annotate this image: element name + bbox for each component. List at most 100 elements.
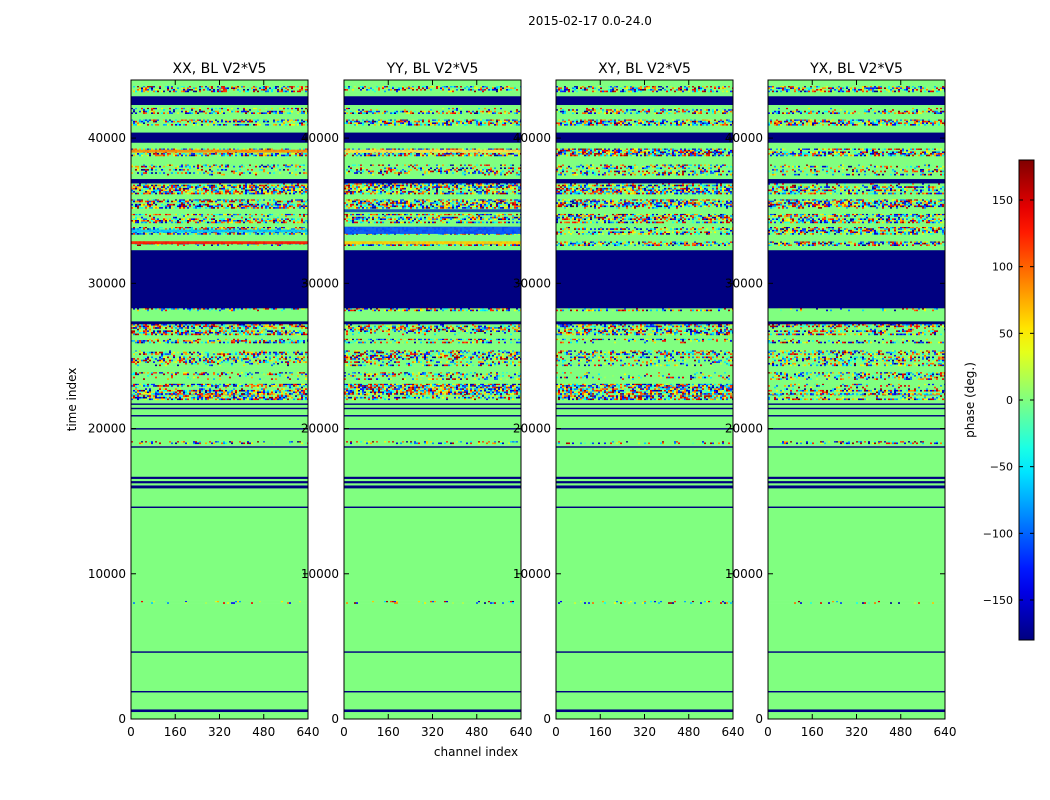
- noise-cell: [267, 361, 269, 363]
- noise-cell: [135, 213, 137, 216]
- noise-cell: [203, 186, 205, 188]
- noise-cell: [213, 361, 215, 363]
- noise-cell: [261, 112, 263, 114]
- noise-cell: [255, 395, 257, 397]
- noise-cell: [237, 356, 239, 359]
- noise-cell: [221, 200, 223, 203]
- noise-cell: [289, 389, 291, 392]
- noise-cell: [225, 391, 227, 394]
- noise-cell: [259, 378, 261, 380]
- noise-cell: [285, 383, 287, 386]
- noise-cell: [241, 325, 243, 328]
- noise-cell: [257, 354, 259, 357]
- noise-cell: [277, 120, 279, 123]
- noise-cell: [171, 154, 173, 157]
- noise-cell: [209, 398, 211, 401]
- noise-cell: [279, 333, 281, 336]
- noise-cell: [159, 395, 161, 397]
- noise-cell: [171, 331, 173, 334]
- noise-cell: [163, 323, 165, 326]
- noise-cell: [151, 216, 153, 219]
- noise-cell: [169, 184, 171, 187]
- noise-cell: [157, 164, 159, 166]
- noise-cell: [348, 396, 350, 399]
- noise-cell: [241, 172, 243, 174]
- noise-cell: [285, 187, 287, 190]
- noise-cell: [145, 186, 147, 188]
- noise-cell: [303, 385, 305, 387]
- noise-cell: [243, 120, 245, 123]
- noise-cell: [303, 389, 305, 392]
- noise-cell: [167, 383, 169, 386]
- noise-cell: [259, 112, 261, 114]
- noise-cell: [221, 383, 223, 386]
- noise-cell: [297, 165, 299, 168]
- noise-cell: [516, 440, 518, 443]
- noise-cell: [153, 358, 155, 360]
- noise-cell: [237, 200, 239, 203]
- noise-cell: [239, 440, 241, 443]
- noise-cell: [169, 112, 171, 114]
- noise-cell: [135, 199, 137, 201]
- noise-cell: [283, 148, 285, 150]
- noise-cell: [151, 192, 153, 195]
- noise-cell: [291, 386, 293, 389]
- noise-cell: [287, 165, 289, 168]
- noise-cell: [191, 226, 193, 229]
- noise-cell: [179, 356, 181, 359]
- noise-cell: [231, 87, 233, 90]
- noise-cell: [295, 184, 297, 187]
- noise-cell: [193, 221, 195, 224]
- noise-cell: [163, 90, 165, 93]
- heatmap-band: [131, 429, 308, 442]
- noise-cell: [201, 191, 203, 193]
- noise-cell: [161, 391, 163, 394]
- noise-cell: [155, 187, 157, 190]
- noise-cell: [201, 165, 203, 168]
- noise-cell: [277, 388, 279, 390]
- noise-cell: [229, 110, 231, 113]
- noise-cell: [406, 396, 408, 399]
- noise-cell: [159, 221, 161, 224]
- noise-cell: [259, 391, 261, 394]
- noise-cell: [193, 172, 195, 174]
- noise-cell: [235, 220, 237, 222]
- noise-cell: [247, 119, 249, 121]
- noise-cell: [143, 385, 145, 387]
- noise-cell: [167, 154, 169, 157]
- noise-cell: [221, 396, 223, 399]
- noise-cell: [255, 187, 257, 190]
- noise-cell: [133, 199, 135, 201]
- noise-cell: [171, 308, 173, 310]
- noise-cell: [239, 395, 241, 397]
- noise-cell: [159, 189, 161, 192]
- noise-cell: [261, 169, 263, 171]
- noise-cell: [163, 200, 165, 203]
- noise-cell: [243, 442, 245, 445]
- noise-cell: [193, 218, 195, 221]
- noise-cell: [205, 396, 207, 399]
- noise-cell: [153, 110, 155, 113]
- noise-cell: [177, 199, 179, 201]
- noise-cell: [153, 359, 155, 362]
- noise-cell: [263, 353, 265, 355]
- heatmap-band: [344, 445, 521, 448]
- noise-cell: [265, 148, 267, 150]
- noise-cell: [271, 244, 273, 247]
- noise-cell: [145, 393, 147, 395]
- noise-cell: [203, 233, 205, 235]
- noise-cell: [243, 124, 245, 126]
- noise-cell: [482, 395, 484, 397]
- noise-cell: [177, 203, 179, 206]
- noise-cell: [143, 192, 145, 195]
- noise-cell: [189, 323, 191, 326]
- noise-cell: [191, 192, 193, 195]
- noise-cell: [253, 85, 255, 88]
- noise-cell: [131, 172, 133, 174]
- noise-cell: [153, 200, 155, 203]
- noise-cell: [135, 341, 137, 344]
- noise-cell: [259, 233, 261, 235]
- noise-cell: [191, 233, 193, 235]
- noise-cell: [147, 207, 149, 209]
- y-tick-label: 40000: [88, 131, 126, 145]
